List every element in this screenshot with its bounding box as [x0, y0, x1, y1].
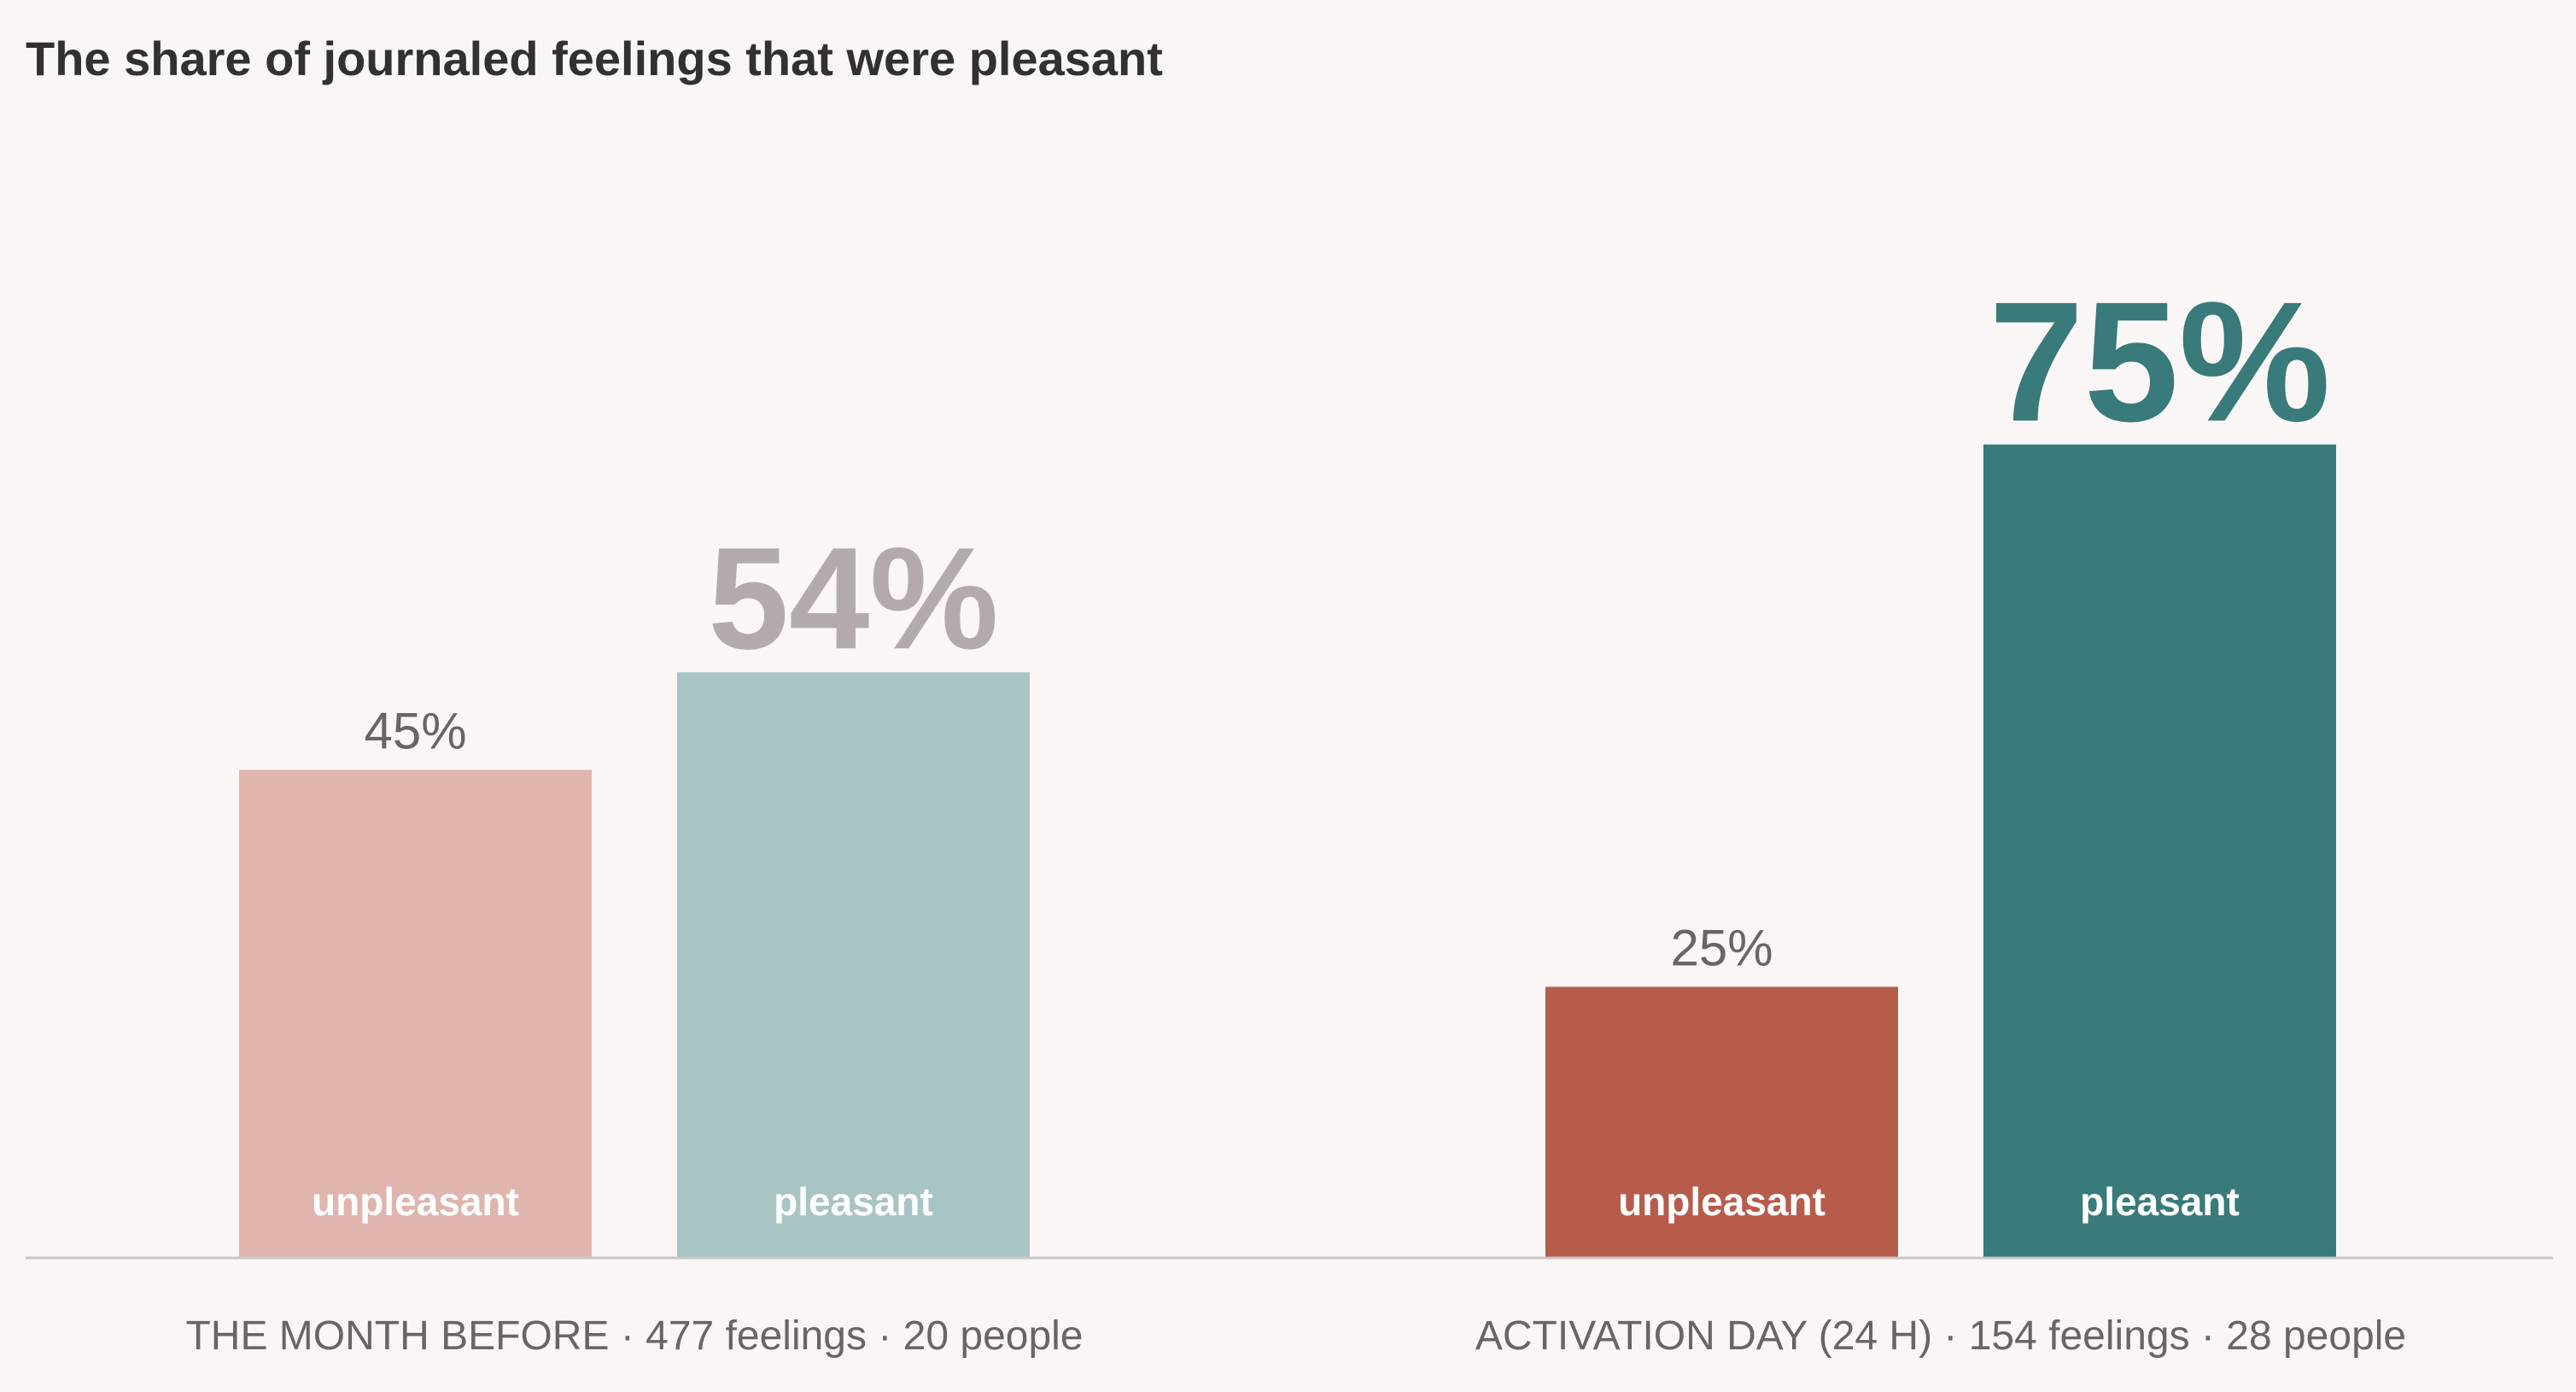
bar-category-label-g1-b1: pleasant	[2080, 1179, 2240, 1224]
bar-pleasant-g0-b1	[677, 672, 1030, 1258]
value-label-g1-b0: 25%	[1670, 920, 1773, 977]
bar-category-label-g0-b0: unpleasant	[312, 1179, 519, 1224]
group-label-0: THE MONTH BEFORE · 477 feelings · 20 peo…	[185, 1313, 1083, 1359]
value-label-g1-b1: 75%	[1989, 267, 2330, 458]
bar-unpleasant-g0-b0	[239, 769, 592, 1258]
value-label-g0-b1: 54%	[708, 518, 998, 680]
group-label-1: ACTIVATION DAY (24 H) · 154 feelings · 2…	[1475, 1313, 2406, 1359]
bar-pleasant-g1-b1	[1983, 444, 2336, 1258]
bars-layer	[239, 444, 2336, 1258]
bar-unpleasant-g1-b0	[1545, 986, 1898, 1258]
chart-title: The share of journaled feelings that wer…	[26, 32, 1163, 85]
value-label-g0-b0: 45%	[364, 703, 466, 760]
bar-category-label-g0-b1: pleasant	[774, 1179, 933, 1224]
bar-category-label-g1-b0: unpleasant	[1618, 1179, 1825, 1224]
labels-layer: 45% unpleasant 54% pleasant THE MONTH BEFORE…	[185, 267, 2406, 1360]
